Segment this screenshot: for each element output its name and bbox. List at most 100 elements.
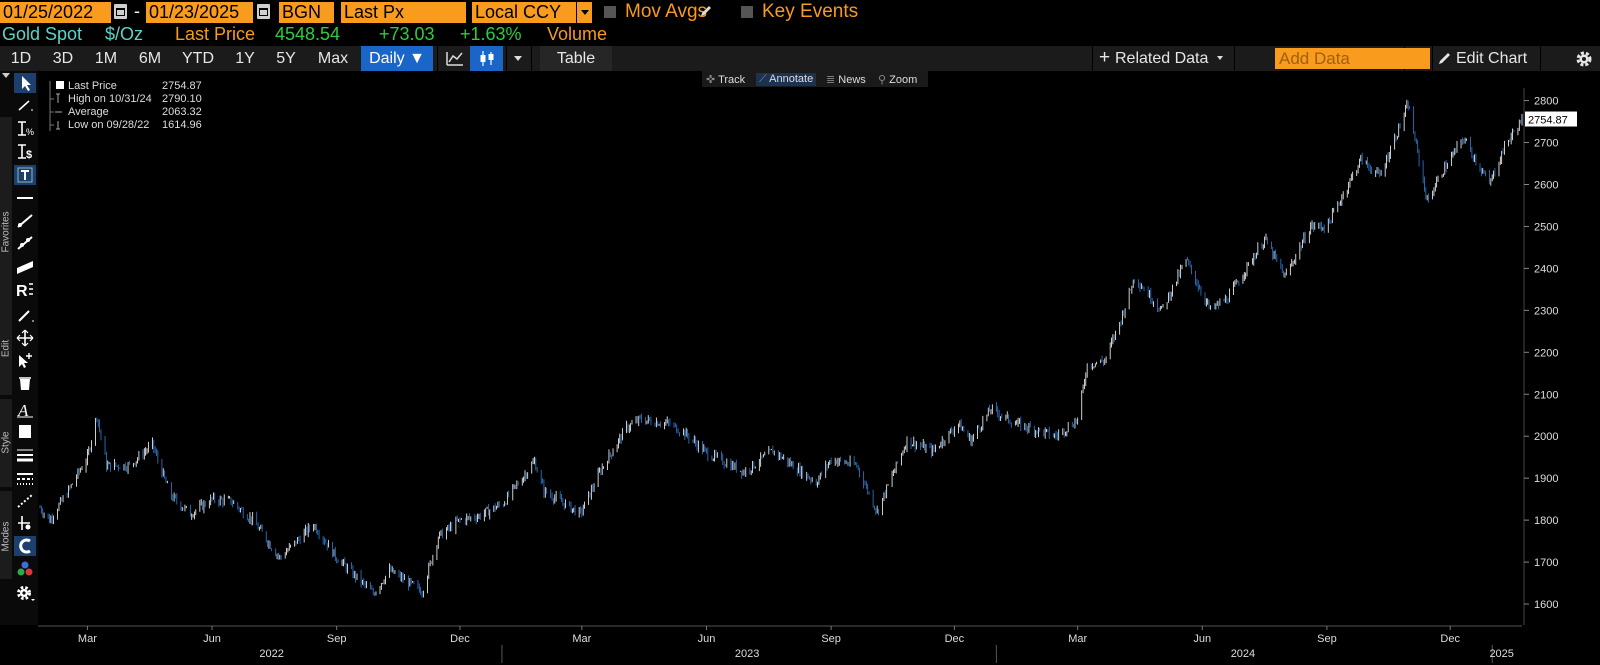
related-data-button[interactable]: Related Data xyxy=(1115,50,1209,67)
volume-label[interactable]: Volume xyxy=(547,24,608,44)
annotate-mode-button[interactable]: ⟋ Annotate xyxy=(756,73,817,86)
regression-icon: R xyxy=(16,283,33,299)
sidebar-tab-style[interactable]: Style xyxy=(0,399,12,487)
magnet-mode-tool[interactable] xyxy=(14,536,36,556)
fill-color-tool[interactable] xyxy=(14,422,36,442)
y-tick-label: 2800 xyxy=(1534,96,1558,108)
chart-type-dropdown-icon[interactable] xyxy=(514,56,522,61)
regression-tool[interactable]: R xyxy=(14,279,36,299)
sidebar-tab-favorites[interactable]: Favorites xyxy=(0,117,12,345)
edit-chart-button[interactable]: Edit Chart xyxy=(1456,50,1528,67)
select-add-icon xyxy=(19,353,32,368)
legend-row-last-price[interactable]: Last Price 2754.87 xyxy=(68,80,202,92)
field-select[interactable]: Last Px xyxy=(341,2,466,23)
color-mode-tool[interactable] xyxy=(14,559,36,579)
font-icon: A xyxy=(17,401,33,419)
period-6m-button[interactable]: 6M xyxy=(138,50,162,67)
last-value-box xyxy=(1525,111,1577,127)
currency-select[interactable]: Local CCY xyxy=(472,2,578,23)
sidebar-collapse-icon[interactable] xyxy=(2,73,10,78)
legend-row-low: Low on 09/28/22 1614.96 xyxy=(68,119,202,131)
frequency-dropdown[interactable]: Daily ▼ xyxy=(361,46,433,71)
period-ytd-button[interactable]: YTD xyxy=(182,50,214,67)
snap-icon xyxy=(18,516,31,530)
table-button[interactable]: Table xyxy=(540,46,612,71)
currency-dropdown-icon[interactable] xyxy=(576,2,592,23)
color-dots-icon xyxy=(17,561,33,576)
percent-measure-tool[interactable]: % xyxy=(14,119,36,139)
period-5y-button[interactable]: 5Y xyxy=(276,50,296,67)
gear-icon[interactable] xyxy=(1574,49,1594,69)
track-mode-button[interactable]: ✜ Track xyxy=(706,74,746,86)
plus-icon[interactable]: + xyxy=(1099,47,1111,68)
date-range-separator: - xyxy=(134,1,140,21)
news-icon: ≣ xyxy=(826,74,836,86)
add-data-input[interactable]: Add Data xyxy=(1275,48,1430,69)
related-data-dropdown-icon[interactable] xyxy=(1217,56,1223,60)
trendline-tool[interactable] xyxy=(14,95,36,115)
pencil-icon[interactable] xyxy=(699,4,713,18)
x-tick-label: Sep xyxy=(1317,633,1337,645)
period-max-button[interactable]: Max xyxy=(317,50,349,67)
magnifier-icon: ⚲ xyxy=(878,74,887,86)
last-value-label: 2754.87 xyxy=(1528,115,1568,127)
period-1m-button[interactable]: 1M xyxy=(94,50,118,67)
ray-tool[interactable] xyxy=(14,211,36,231)
percent-measure-icon: % xyxy=(18,121,34,137)
source-field[interactable]: BGN xyxy=(279,2,334,23)
sidebar-settings-tool[interactable] xyxy=(14,583,36,603)
y-tick-label: 2700 xyxy=(1534,138,1558,150)
security-name: Gold Spot xyxy=(2,24,83,44)
drawing-sidebar: Favorites Edit Style Modes % $ R xyxy=(0,71,38,625)
start-calendar-icon[interactable] xyxy=(114,4,127,19)
text-tool[interactable] xyxy=(14,165,36,185)
start-date-input[interactable]: 01/25/2022 xyxy=(0,2,111,23)
trendline-icon xyxy=(18,100,33,111)
draw-tool[interactable] xyxy=(14,306,36,326)
annotate-icon: ⟋ xyxy=(759,73,767,85)
price-measure-tool[interactable]: $ xyxy=(14,142,36,162)
end-calendar-icon[interactable] xyxy=(257,4,270,19)
pointer-tool[interactable] xyxy=(14,73,36,93)
candlestick-chart-button[interactable] xyxy=(470,46,503,71)
price-series xyxy=(39,99,1523,598)
ray-icon xyxy=(17,214,33,228)
news-mode-button[interactable]: ≣ News xyxy=(826,74,866,86)
end-date-input[interactable]: 01/23/2025 xyxy=(146,2,253,23)
mov-avgs-checkbox[interactable] xyxy=(604,6,616,18)
extended-line-icon xyxy=(17,236,33,250)
extended-line-tool[interactable] xyxy=(14,233,36,253)
key-events-label[interactable]: Key Events xyxy=(762,1,859,22)
channel-tool[interactable] xyxy=(14,256,36,276)
candlestick-icon[interactable] xyxy=(477,50,497,67)
key-events-checkbox[interactable] xyxy=(741,6,753,18)
svg-text:%: % xyxy=(26,127,34,137)
delete-tool[interactable] xyxy=(14,373,36,393)
y-tick-label: 1700 xyxy=(1534,557,1558,569)
settings-gear-icon xyxy=(17,586,35,601)
x-year-label: 2023 xyxy=(735,648,759,660)
chart-mode-bar: ✜ Track ⟋ Annotate ≣ News ⚲ Zoom xyxy=(702,71,928,87)
edit-pencil-icon[interactable] xyxy=(1437,51,1453,66)
period-1y-button[interactable]: 1Y xyxy=(235,50,255,67)
period-3d-button[interactable]: 3D xyxy=(52,50,74,67)
zoom-mode-button[interactable]: ⚲ Zoom xyxy=(878,74,918,86)
sidebar-tab-modes[interactable]: Modes xyxy=(0,491,12,579)
move-tool[interactable] xyxy=(14,328,36,348)
y-tick-label: 2600 xyxy=(1534,179,1558,191)
horizontal-line-icon xyxy=(17,197,33,199)
select-add-tool[interactable] xyxy=(14,350,36,370)
line-style-tool[interactable] xyxy=(14,468,36,488)
line-weight-tool[interactable] xyxy=(14,445,36,465)
y-tick-label: 2300 xyxy=(1534,305,1558,317)
sidebar-tab-edit[interactable]: Edit xyxy=(0,307,12,395)
period-1d-button[interactable]: 1D xyxy=(10,50,32,67)
font-style-tool[interactable]: A xyxy=(14,399,36,419)
mov-avgs-label[interactable]: Mov Avgs xyxy=(625,1,708,22)
crosshair-mode-tool[interactable] xyxy=(14,491,36,511)
line-chart-icon[interactable] xyxy=(445,50,465,67)
x-tick-label: Dec xyxy=(1440,633,1460,645)
snap-mode-tool[interactable] xyxy=(14,513,36,533)
horizontal-line-tool[interactable] xyxy=(14,188,36,208)
